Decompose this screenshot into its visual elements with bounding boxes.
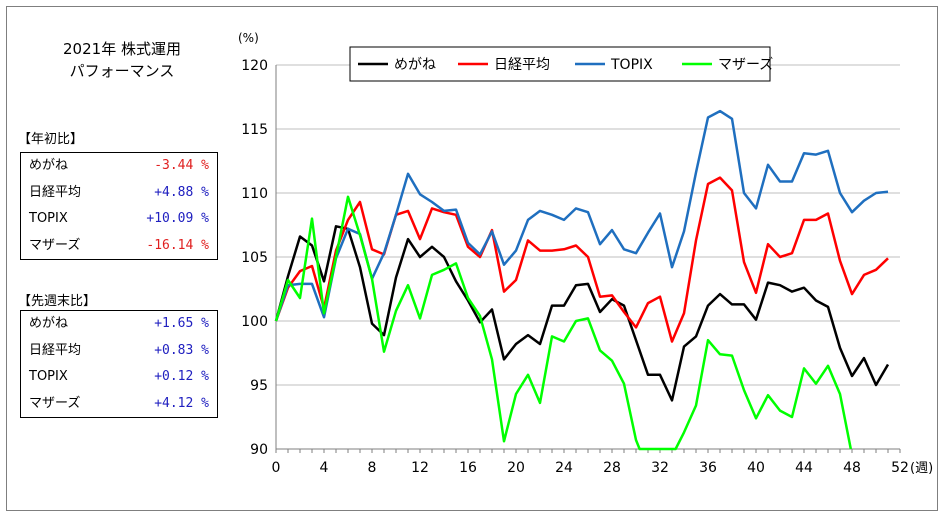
ytd-label: 【年初比】 [18,132,84,147]
chart-frame [6,6,938,511]
x-tick-label: 48 [843,460,861,476]
wow-table: めがね +1.65 % 日経平均 +0.83 % TOPIX +0.12 % マザーズ… [20,310,218,418]
x-tick-label: 44 [795,460,813,476]
x-tick-label: 20 [507,460,525,476]
x-axis-unit-label: (週) [910,461,933,476]
x-tick-label: 24 [555,460,573,476]
y-tick-label: 100 [241,314,268,330]
wow-name: めがね [29,316,69,331]
wow-value: +0.83 % [154,342,209,358]
ytd-value: +4.88 % [154,184,209,200]
legend-label: TOPIX [610,57,653,73]
y-axis-unit-label: (%) [238,31,259,45]
legend-label: 日経平均 [494,57,550,73]
x-tick-label: 16 [459,460,477,476]
wow-name: 日経平均 [29,342,82,358]
ytd-value: +10.09 % [146,211,209,226]
x-tick-label: 0 [272,460,281,476]
chart-title: 2021年 株式運用 パフォーマンス [22,38,222,82]
x-tick-label: 40 [747,460,765,476]
y-tick-label: 90 [250,442,268,458]
wow-name: TOPIX [29,369,68,384]
wow-name: マザーズ [29,395,81,411]
ytd-row-topix: TOPIX +10.09 % [21,206,217,233]
wow-label: 【先週末比】 [18,294,97,309]
ytd-name: TOPIX [29,211,68,226]
legend-label: マザーズ [718,57,773,73]
ytd-value: -3.44 % [154,158,209,173]
ytd-row-megane: めがね -3.44 % [21,153,217,180]
title-line-2: パフォーマンス [69,62,175,80]
ytd-name: めがね [29,158,69,173]
y-tick-label: 95 [250,378,268,394]
wow-row-megane: めがね +1.65 % [21,311,217,338]
title-line-1: 2021年 株式運用 [63,40,181,58]
x-tick-label: 32 [651,460,669,476]
x-tick-label: 28 [603,460,621,476]
wow-value: +1.65 % [154,316,209,331]
ytd-name: マザーズ [29,237,81,253]
wow-value: +4.12 % [154,395,209,411]
wow-value: +0.12 % [154,369,209,384]
y-tick-label: 110 [241,186,268,202]
ytd-row-mothers: マザーズ -16.14 % [21,233,217,260]
x-tick-label: 8 [368,460,377,476]
y-tick-label: 105 [241,250,268,266]
legend-label: めがね [394,57,436,73]
wow-row-nikkei: 日経平均 +0.83 % [21,338,217,365]
x-tick-label: 36 [699,460,717,476]
y-tick-label: 120 [241,58,268,74]
ytd-name: 日経平均 [29,184,82,200]
y-tick-label: 115 [241,122,268,138]
x-tick-label: 4 [320,460,329,476]
ytd-table: めがね -3.44 % 日経平均 +4.88 % TOPIX +10.09 % マザー… [20,152,218,260]
ytd-value: -16.14 % [146,237,209,253]
x-tick-label: 12 [411,460,429,476]
wow-row-topix: TOPIX +0.12 % [21,364,217,391]
ytd-row-nikkei: 日経平均 +4.88 % [21,180,217,207]
series-line-3 [274,195,853,451]
x-tick-label: 52 [891,460,909,476]
legend-box [349,46,771,82]
series-line-1 [274,176,889,343]
wow-row-mothers: マザーズ +4.12 % [21,391,217,418]
series-line-0 [274,225,890,402]
series-line-2 [274,109,889,322]
legend: めがね 日経平均 TOPIX マザーズ [349,46,773,82]
